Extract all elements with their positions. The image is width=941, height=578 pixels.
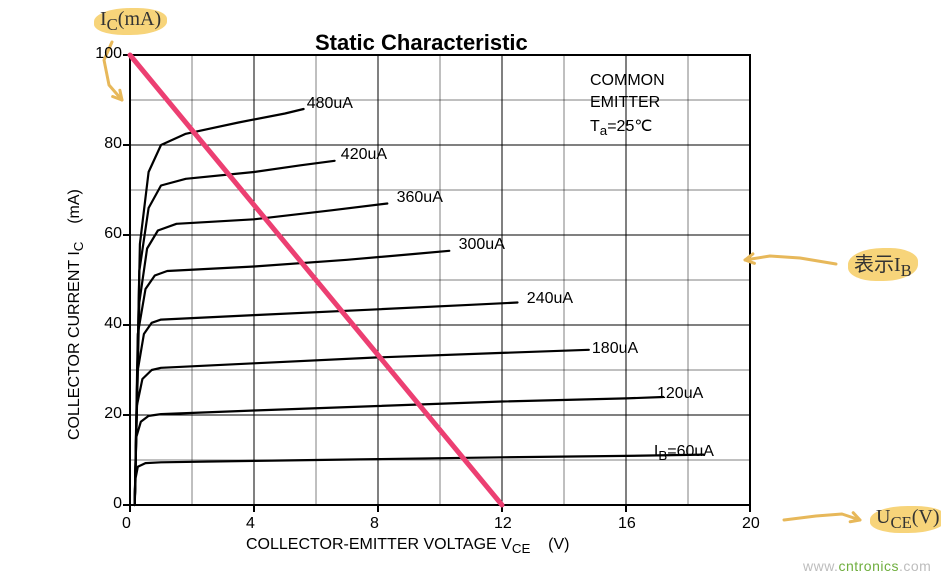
y-tick-label: 60 (92, 225, 122, 243)
x-tick-label: 20 (742, 515, 760, 533)
x-axis-label-text: COLLECTOR-EMITTER VOLTAGE V (246, 536, 512, 553)
annotation-ib: 表示IB (848, 248, 918, 281)
y-tick-label: 0 (92, 495, 122, 513)
x-axis-label: COLLECTOR-EMITTER VOLTAGE VCE (V) (246, 536, 569, 556)
chart-svg (0, 0, 941, 578)
curve-label: 360uA (397, 189, 443, 207)
y-tick-label: 80 (92, 135, 122, 153)
info-ta: Ta=25℃ (590, 116, 652, 138)
y-tick-label: 100 (92, 45, 122, 63)
curve-label: 480uA (307, 95, 353, 113)
annotation-uce: UCE(V) (870, 506, 941, 533)
curve-label: 180uA (592, 340, 638, 358)
curve-label: 420uA (341, 146, 387, 164)
curve-label: IB=60uA (654, 443, 714, 463)
x-axis-label-unit: (V) (548, 536, 569, 553)
x-tick-label: 16 (618, 515, 636, 533)
y-axis-label-sub: C (71, 242, 86, 252)
curve-label: 300uA (459, 236, 505, 254)
watermark-plain: www. (803, 558, 838, 574)
y-axis-label: COLLECTOR CURRENT IC (mA) (66, 189, 86, 440)
watermark-tail: .com (899, 558, 931, 574)
x-axis-label-sub: CE (512, 541, 531, 556)
info-emitter: EMITTER (590, 94, 660, 112)
watermark-accent: cntronics (838, 558, 899, 574)
x-tick-label: 4 (246, 515, 255, 533)
y-axis-label-text: COLLECTOR CURRENT I (66, 251, 83, 440)
info-common: COMMON (590, 72, 665, 90)
x-tick-label: 0 (122, 515, 131, 533)
watermark: www.cntronics.com (803, 558, 931, 574)
y-axis-label-unit: (mA) (66, 189, 83, 224)
x-tick-label: 12 (494, 515, 512, 533)
y-tick-label: 40 (92, 315, 122, 333)
annotation-ic: IC(mA) (94, 8, 167, 35)
y-tick-label: 20 (92, 405, 122, 423)
x-tick-label: 8 (370, 515, 379, 533)
curve-label: 120uA (657, 385, 703, 403)
curve-label: 240uA (527, 290, 573, 308)
